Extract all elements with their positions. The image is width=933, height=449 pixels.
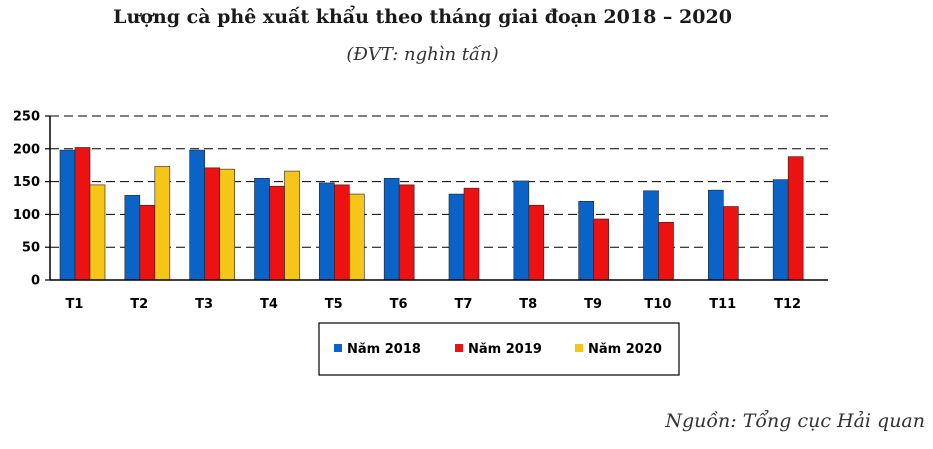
bar-Năm-2018-T6: [383, 178, 400, 281]
bar-Năm-2019-T4: [269, 185, 285, 281]
bar-Năm-2020-T4: [284, 170, 300, 281]
x-tick-label: T8: [519, 297, 537, 312]
x-tick-label: T11: [709, 297, 736, 312]
bar-Năm-2019-T12: [787, 156, 804, 281]
legend-label: Năm 2020: [588, 342, 662, 357]
x-tick-label: T5: [325, 297, 343, 312]
gridlines: [50, 115, 828, 248]
legend-swatch: [334, 344, 342, 352]
y-tick-label: 200: [13, 142, 40, 157]
bar-Năm-2019-T8: [528, 204, 545, 281]
bar-Năm-2019-T5: [334, 184, 350, 281]
bar-Năm-2018-T5: [319, 182, 335, 281]
bar-Năm-2019-T3: [204, 167, 220, 281]
bar-Năm-2019-T1: [74, 147, 91, 281]
x-tick-label: T6: [390, 297, 408, 312]
y-tick-label: 50: [22, 241, 40, 256]
x-tick-label: T4: [260, 297, 278, 312]
y-tick-label: 150: [13, 175, 40, 190]
bar-Năm-2019-T9: [593, 218, 609, 281]
x-tick-label: T7: [454, 297, 472, 312]
y-axis-ticks: 0 50 100 150 200 250: [13, 110, 50, 289]
chart-subtitle: (ĐVT: nghìn tấn): [346, 44, 499, 65]
bar-Năm-2020-T5: [349, 193, 365, 281]
bar-Năm-2018-T4: [254, 178, 270, 281]
bar-Năm-2018-T7: [448, 193, 465, 281]
bar-Năm-2018-T8: [513, 180, 530, 281]
x-tick-label: T3: [195, 297, 213, 312]
y-tick-label: 100: [13, 208, 40, 223]
bar-Năm-2020-T2: [154, 166, 171, 281]
legend: Năm 2018 Năm 2019 Năm 2020: [318, 322, 680, 376]
bar-Năm-2018-T3: [189, 149, 205, 281]
bar-Năm-2018-T11: [708, 189, 724, 281]
y-tick-label: 0: [31, 274, 40, 289]
x-tick-label: T2: [130, 297, 148, 312]
legend-label: Năm 2018: [347, 342, 421, 357]
bar-Năm-2020-T3: [219, 168, 235, 281]
x-tick-label: T10: [644, 297, 671, 312]
legend-box: [318, 322, 680, 376]
chart-title: Lượng cà phê xuất khẩu theo tháng giai đ…: [113, 6, 732, 28]
legend-swatch: [575, 344, 583, 352]
source-note: Nguồn: Tổng cục Hải quan: [665, 410, 925, 432]
x-tick-label: T12: [774, 297, 801, 312]
legend-label: Năm 2019: [468, 342, 542, 357]
y-tick-label: 250: [13, 110, 40, 125]
bar-Năm-2019-T2: [139, 204, 156, 281]
bar-Năm-2018-T1: [59, 149, 76, 281]
bar-Năm-2018-T9: [578, 200, 594, 281]
x-axis-ticks: T1 T2 T3 T4 T5 T6 T7 T8 T9 T10 T11 T12: [65, 297, 801, 312]
x-tick-label: T9: [584, 297, 602, 312]
bar-Năm-2019-T7: [463, 187, 480, 281]
legend-swatch: [455, 344, 463, 352]
bar-Năm-2019-T11: [723, 206, 739, 281]
bar-Năm-2019-T6: [398, 184, 415, 281]
x-tick-label: T1: [65, 297, 83, 312]
bar-Năm-2019-T10: [658, 221, 674, 281]
bar-Năm-2018-T10: [643, 190, 659, 281]
bar-Năm-2018-T2: [124, 195, 141, 281]
bars: [59, 147, 804, 281]
bar-Năm-2020-T1: [89, 184, 106, 281]
bar-Năm-2018-T12: [772, 179, 789, 281]
